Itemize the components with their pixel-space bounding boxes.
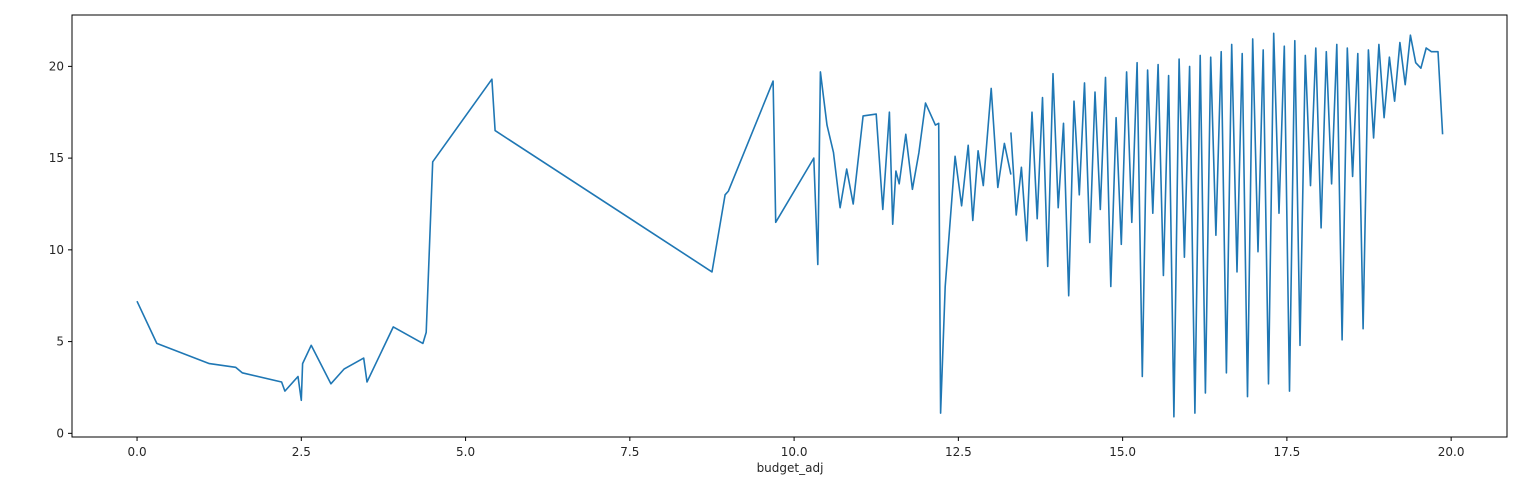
- x-tick-label: 10.0: [781, 445, 808, 459]
- y-tick-label: 0: [56, 426, 64, 440]
- x-tick-label: 20.0: [1438, 445, 1465, 459]
- x-tick-label: 7.5: [620, 445, 639, 459]
- y-tick-label: 10: [49, 243, 64, 257]
- y-tick-label: 5: [56, 335, 64, 349]
- x-tick-label: 17.5: [1274, 445, 1301, 459]
- plot-area-frame: [71, 14, 1508, 438]
- x-axis-label: budget_adj: [757, 461, 824, 475]
- y-tick-label: 20: [49, 59, 64, 73]
- series-line-segment-0: [136, 71, 1012, 414]
- series-line-segment-1: [1010, 32, 1444, 418]
- x-tick-label: 2.5: [292, 445, 311, 459]
- x-tick-label: 15.0: [1109, 445, 1136, 459]
- y-axis-ticks: 0 5 10 15 20: [49, 59, 72, 440]
- x-axis-ticks: 0.0 2.5 5.0 7.5 10.0 12.5 15.0 17.5 20.0: [128, 437, 1465, 459]
- y-tick-label: 15: [49, 151, 64, 165]
- x-tick-label: 0.0: [128, 445, 147, 459]
- x-tick-label: 12.5: [945, 445, 972, 459]
- x-tick-label: 5.0: [456, 445, 475, 459]
- series-group: [136, 32, 1444, 418]
